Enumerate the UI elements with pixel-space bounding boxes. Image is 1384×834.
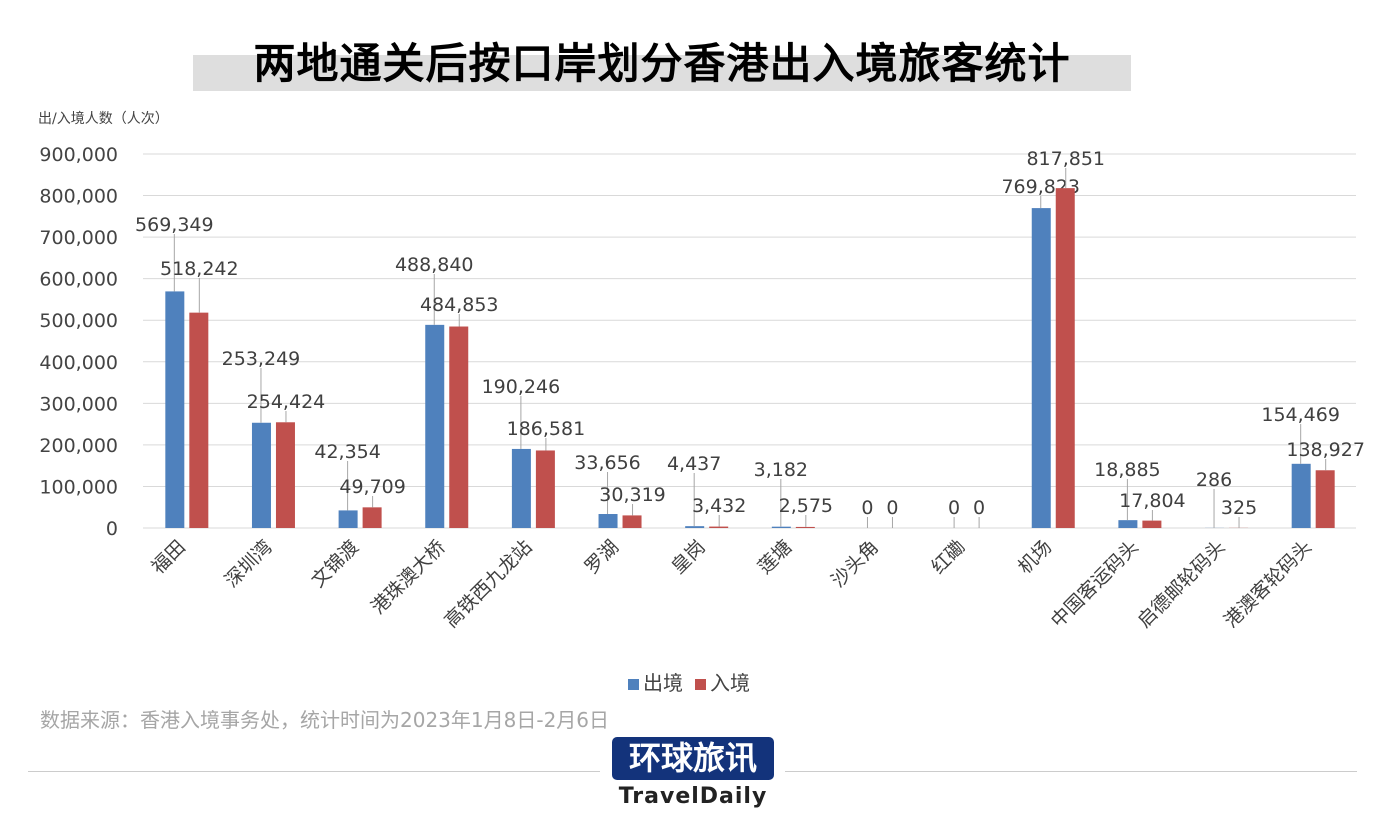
data-label: 186,581 [507,418,586,440]
data-label: 0 [886,497,898,519]
data-label: 0 [948,497,960,519]
data-label: 138,927 [1286,439,1365,461]
y-tick-label: 200,000 [39,435,118,457]
data-label: 4,437 [667,453,721,475]
data-label: 569,349 [135,214,214,236]
x-tick-label: 机场 [1014,536,1056,578]
data-label: 488,840 [395,254,474,276]
chart-title: 两地通关后按口岸划分香港出入境旅客统计 [253,39,1071,88]
bar-inbound [1055,188,1075,529]
bar-outbound [1291,463,1311,528]
data-label: 286 [1196,469,1232,491]
divider [785,771,1357,772]
logo: 环球旅讯 [612,737,774,780]
data-label: 2,575 [779,495,833,517]
y-tick-label: 300,000 [39,393,118,415]
data-label: 49,709 [339,476,405,498]
x-tick-label: 高铁西九龙站 [440,536,536,632]
legend-item-outbound: 出境 [628,667,683,696]
data-label: 18,885 [1094,459,1160,481]
legend-swatch [695,679,706,690]
bar-outbound [1118,520,1138,528]
data-label: 0 [973,497,985,519]
y-tick-label: 0 [106,518,118,540]
bar-inbound [709,526,729,528]
data-label: 33,656 [574,452,640,474]
x-tick-label: 红磡 [927,536,969,578]
data-label: 30,319 [599,484,665,506]
bar-inbound [622,515,642,528]
data-label: 154,469 [1261,404,1340,426]
x-tick-label: 皇岗 [667,536,709,578]
data-label: 3,432 [692,495,746,517]
legend-label: 入境 [710,671,750,695]
bar-inbound [275,422,295,528]
source-note: 数据来源：香港入境事务处，统计时间为2023年1月8日-2月6日 [40,708,610,732]
legend-label: 出境 [643,671,683,695]
bar-outbound [1031,208,1051,529]
x-tick-label: 莲塘 [754,536,796,578]
bar-outbound [598,514,618,528]
data-label: 42,354 [314,441,380,463]
data-label: 325 [1221,497,1257,519]
bar-outbound [338,510,358,528]
bar-inbound [1142,520,1162,528]
bar-outbound [771,526,791,528]
title-highlight [193,55,1131,91]
x-tick-label: 文锦渡 [307,536,363,592]
x-tick-label: 中国客运码头 [1047,536,1143,632]
bar-inbound [449,326,469,528]
x-tick-label: 深圳湾 [221,536,277,592]
bar-outbound [425,324,445,528]
x-tick-label: 启德邮轮码头 [1133,536,1229,632]
legend-item-inbound: 入境 [695,667,750,696]
bar-inbound [795,526,815,528]
data-label: 17,804 [1119,490,1185,512]
divider [28,771,600,772]
data-label: 190,246 [482,376,561,398]
y-tick-label: 800,000 [39,186,118,208]
bar-inbound [535,450,555,528]
data-label: 817,851 [1026,148,1105,170]
logo-text: TravelDaily [618,784,768,809]
y-tick-label: 700,000 [39,227,118,249]
x-tick-label: 罗湖 [581,536,623,578]
y-tick-label: 100,000 [39,476,118,498]
y-tick-label: 500,000 [39,310,118,332]
data-label: 518,242 [160,258,239,280]
y-tick-label: 400,000 [39,352,118,374]
data-label: 253,249 [222,348,301,370]
y-axis-label: 出/入境人数（人次） [38,111,169,127]
y-tick-label: 600,000 [39,269,118,291]
bar-outbound [511,448,531,528]
bar-inbound [1315,470,1335,528]
data-label: 3,182 [754,459,808,481]
x-tick-label: 福田 [147,536,189,578]
bar-inbound [189,312,209,528]
bar-outbound [251,422,271,528]
legend: 出境 入境 [628,667,750,696]
y-tick-label: 900,000 [39,144,118,166]
data-label: 254,424 [247,391,326,413]
legend-swatch [628,679,639,690]
data-label: 484,853 [420,294,499,316]
bar-outbound [685,526,705,528]
bar-inbound [362,507,382,528]
x-tick-label: 沙头角 [827,536,883,592]
bar-outbound [165,291,185,528]
x-tick-label: 港澳客轮码头 [1220,536,1316,632]
data-label: 0 [861,497,873,519]
x-tick-label: 港珠澳大桥 [367,536,450,619]
